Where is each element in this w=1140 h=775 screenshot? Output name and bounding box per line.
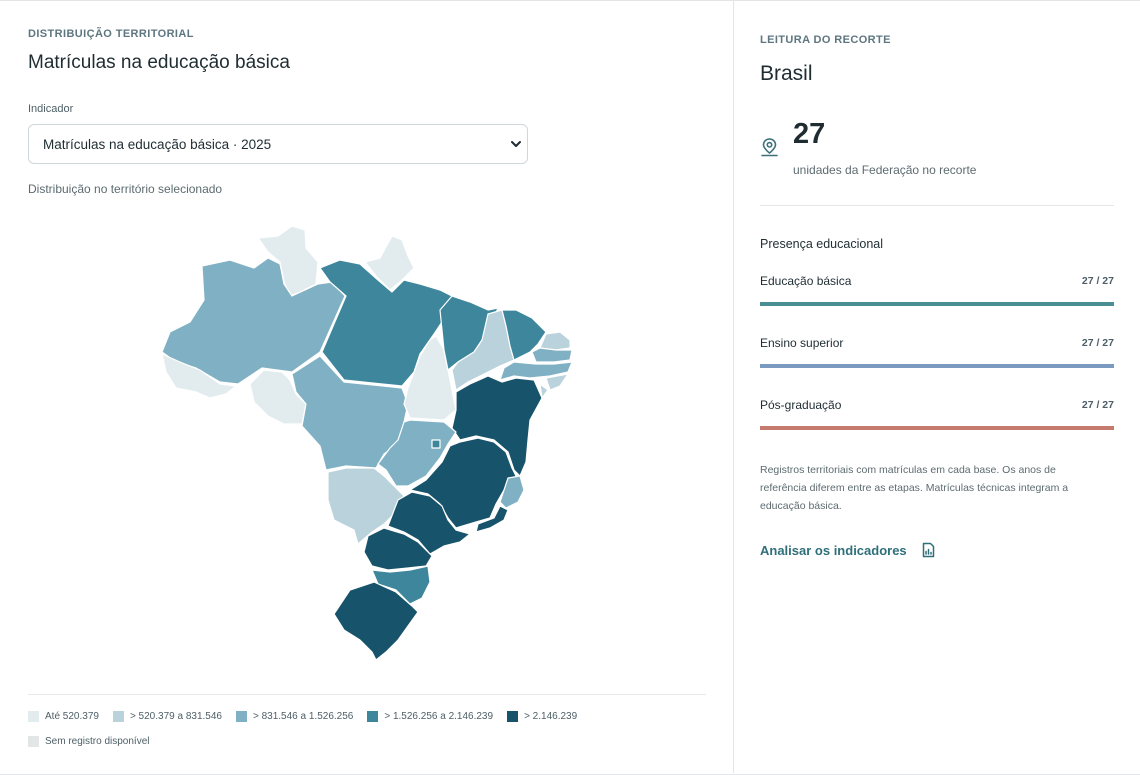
bar-count-ensino-superior: 27 / 27 — [1081, 337, 1114, 349]
bar-track-pos-graduacao — [760, 426, 1114, 430]
panel-title: Matrículas na educação básica — [28, 52, 290, 73]
map-caption: Distribuição no território selecionado — [28, 182, 223, 196]
uf-count-description: unidades da Federação no recorte — [793, 163, 977, 177]
state-al[interactable] — [545, 373, 569, 391]
legend-divider — [28, 694, 706, 695]
legend-swatch-no-data — [28, 736, 39, 747]
state-pb[interactable] — [531, 347, 573, 363]
state-ba[interactable] — [451, 375, 543, 477]
presence-section-title: Presença educacional — [760, 237, 883, 251]
state-pe[interactable] — [499, 361, 573, 381]
legend-swatch — [28, 711, 39, 722]
bar-count-pos-graduacao: 27 / 27 — [1081, 399, 1114, 411]
legend-swatch — [367, 711, 379, 722]
chart-document-icon — [922, 542, 934, 558]
uf-count-value: 27 — [793, 118, 826, 150]
bar-fill — [760, 364, 1114, 368]
bar-label-educacao-basica: Educação básica — [760, 274, 852, 288]
legend-label: > 520.379 a 831.546 — [129, 711, 222, 722]
legend-no-data: Sem registro disponível — [28, 736, 150, 747]
state-to[interactable] — [403, 335, 457, 421]
state-ms[interactable] — [327, 467, 405, 545]
methodology-note: Registros territoriais com matrículas em… — [760, 464, 1069, 512]
brazil-choropleth-map — [161, 225, 573, 661]
state-am[interactable] — [161, 257, 346, 385]
bar-label-ensino-superior: Ensino superior — [760, 336, 844, 350]
legend-label: > 831.546 a 1.526.256 — [252, 711, 354, 722]
state-se[interactable] — [539, 383, 549, 399]
indicator-select[interactable]: Matrículas na educação básica · 2025 — [28, 124, 528, 164]
indicator-label: Indicador — [28, 103, 74, 115]
state-es[interactable] — [499, 475, 525, 509]
state-go[interactable] — [377, 419, 457, 487]
bar-label-pos-graduacao: Pós-graduação — [760, 398, 842, 412]
legend-label: > 2.146.239 — [524, 711, 578, 722]
panel-eyebrow: DISTRIBUIÇÃO TERRITORIAL — [28, 28, 194, 40]
legend-item: > 831.546 a 1.526.256 — [235, 711, 354, 722]
legend-item: > 2.146.239 — [507, 711, 577, 722]
panel-divider — [733, 0, 734, 773]
summary-title: Brasil — [760, 62, 813, 85]
bar-fill — [760, 302, 1114, 306]
legend-swatch — [112, 711, 124, 722]
state-ac[interactable] — [161, 353, 237, 399]
analyze-indicators-link[interactable]: Analisar os indicadores — [760, 542, 936, 558]
bar-fill — [760, 426, 1114, 430]
state-ce[interactable] — [501, 309, 547, 361]
map-pin-icon — [761, 138, 778, 157]
state-rj[interactable] — [475, 505, 509, 533]
bar-track-educacao-basica — [760, 302, 1114, 306]
summary-eyebrow: LEITURA DO RECORTE — [760, 34, 891, 46]
legend-item: Até 520.379 — [28, 711, 99, 722]
legend-label: > 1.526.256 a 2.146.239 — [384, 711, 494, 722]
legend-no-data-label: Sem registro disponível — [45, 736, 150, 747]
map-legend: Até 520.379 > 520.379 a 831.546 > 831.54… — [28, 711, 591, 722]
chevron-down-icon — [511, 141, 521, 147]
analyze-indicators-label: Analisar os indicadores — [760, 542, 907, 558]
state-ap[interactable] — [364, 235, 415, 291]
state-mg[interactable] — [409, 437, 517, 529]
summary-divider — [760, 205, 1114, 206]
indicator-select-value: Matrículas na educação básica · 2025 — [43, 137, 272, 152]
state-rr[interactable] — [257, 225, 319, 297]
state-rs[interactable] — [333, 581, 419, 661]
state-df[interactable] — [431, 439, 441, 449]
legend-swatch — [507, 711, 519, 722]
legend-item: > 520.379 a 831.546 — [112, 711, 222, 722]
bar-count-educacao-basica: 27 / 27 — [1081, 275, 1114, 287]
legend-swatch — [235, 711, 247, 722]
legend-label: Até 520.379 — [45, 711, 99, 722]
legend-item: > 1.526.256 a 2.146.239 — [367, 711, 493, 722]
state-sc[interactable] — [371, 565, 431, 605]
bar-track-ensino-superior — [760, 364, 1114, 368]
state-sp[interactable] — [387, 491, 471, 555]
